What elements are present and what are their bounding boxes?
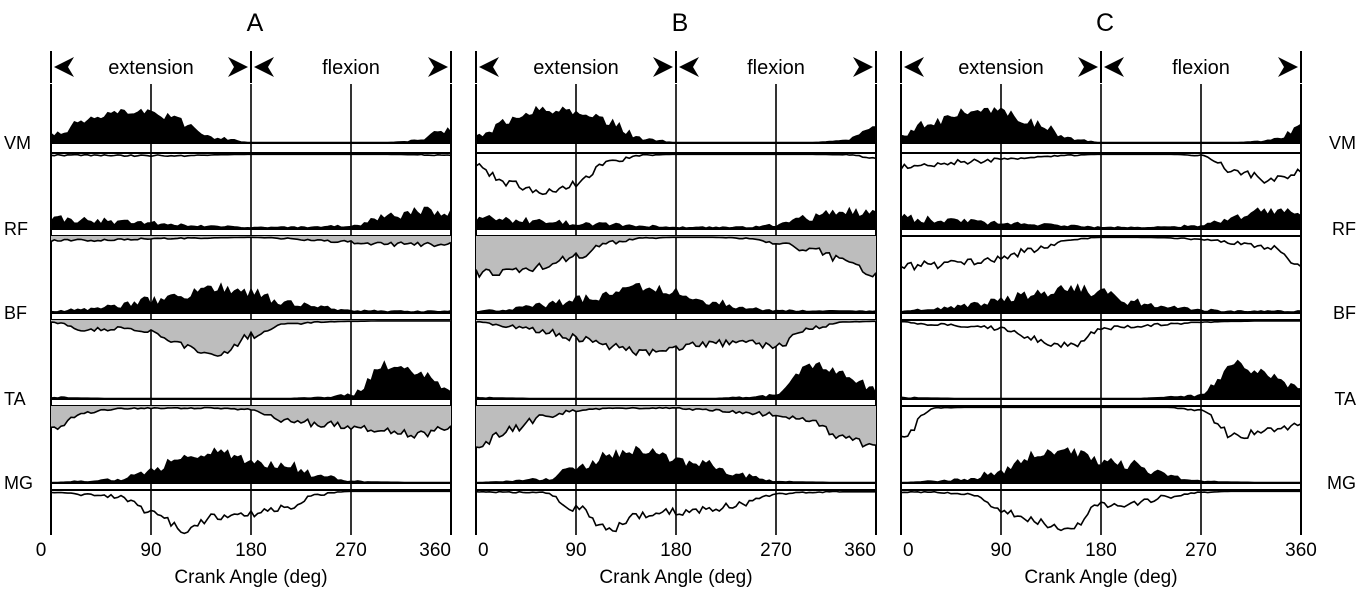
difference-area-TA [476,406,876,448]
x-tick-label: 90 [990,540,1011,561]
difference-line-VM [475,153,877,196]
x-tick-label: 360 [844,540,876,561]
phase-label-flexion: flexion [1172,57,1230,79]
muscle-label-RF: RF [4,219,28,239]
x-tick-label: 180 [660,540,692,561]
x-tick-label: 0 [903,540,914,561]
x-tick-label: 270 [335,540,367,561]
muscle-label-MG: MG [1327,473,1356,493]
x-tick-label: 360 [419,540,451,561]
difference-line-RF [50,236,452,248]
muscle-label-TA: TA [1334,389,1356,409]
difference-line-RF [475,236,877,279]
x-axis-label: Crank Angle (deg) [174,567,327,588]
x-tick-label: 180 [235,540,267,561]
x-tick-label: 360 [1285,540,1317,561]
muscle-label-BF: BF [1333,303,1356,323]
difference-line-MG [900,490,1301,532]
difference-line-VM [900,153,1302,184]
difference-line-BF [901,320,1301,349]
muscle-label-RF: RF [1332,219,1356,239]
emg-area-RF [900,207,1302,230]
x-tick-label: 180 [1085,540,1117,561]
muscle-label-BF: BF [4,303,27,323]
x-tick-label: 270 [1185,540,1217,561]
x-tick-label: 90 [565,540,586,561]
phase-arrow-right-icon [1078,57,1098,77]
muscle-label-TA: TA [4,389,26,409]
emg-area-MG [900,447,1302,484]
difference-line-VM [50,153,452,158]
panel-B-label: B [672,9,689,37]
difference-area-RF [476,236,876,277]
difference-line-TA [475,406,877,449]
muscle-label-MG: MG [4,473,33,493]
emg-area-BF [50,282,452,314]
phase-arrow-right-icon [228,57,248,77]
phase-label-extension: extension [958,57,1044,79]
panel-C-label: C [1096,9,1114,37]
x-tick-label: 0 [478,540,489,561]
x-tick-label: 90 [140,540,161,561]
difference-line-MG [50,490,451,535]
phase-arrow-right-icon [853,57,873,77]
difference-line-TA [50,406,452,440]
phase-arrow-right-icon [653,57,673,77]
phase-label-flexion: flexion [322,57,380,79]
phase-arrow-left-icon [479,57,499,77]
phase-arrow-left-icon [54,57,74,77]
phase-arrow-left-icon [254,57,274,77]
x-axis-label: Crank Angle (deg) [1024,567,1177,588]
phase-arrow-right-icon [1278,57,1298,77]
muscle-label-VM: VM [4,133,31,153]
difference-line-MG [475,490,876,533]
phase-label-flexion: flexion [747,57,805,79]
difference-area-TA [51,406,451,438]
emg-area-BF [475,282,877,314]
phase-arrow-left-icon [679,57,699,77]
phase-arrow-right-icon [428,57,448,77]
phase-arrow-left-icon [1104,57,1124,77]
emg-area-MG [475,445,877,484]
x-axis-label: Crank Angle (deg) [599,567,752,588]
x-tick-label: 0 [36,540,47,561]
phase-label-extension: extension [108,57,194,79]
difference-line-TA [900,406,1302,440]
difference-line-BF [50,320,451,357]
emg-area-RF [50,206,452,230]
difference-line-RF [900,236,1302,272]
emg-area-MG [50,447,452,484]
panel-A-label: A [247,9,264,37]
emg-area-BF [900,283,1302,314]
x-tick-label: 270 [760,540,792,561]
phase-label-extension: extension [533,57,619,79]
muscle-label-VM: VM [1329,133,1356,153]
phase-arrow-left-icon [904,57,924,77]
emg-area-RF [475,206,877,230]
difference-line-BF [475,320,876,357]
